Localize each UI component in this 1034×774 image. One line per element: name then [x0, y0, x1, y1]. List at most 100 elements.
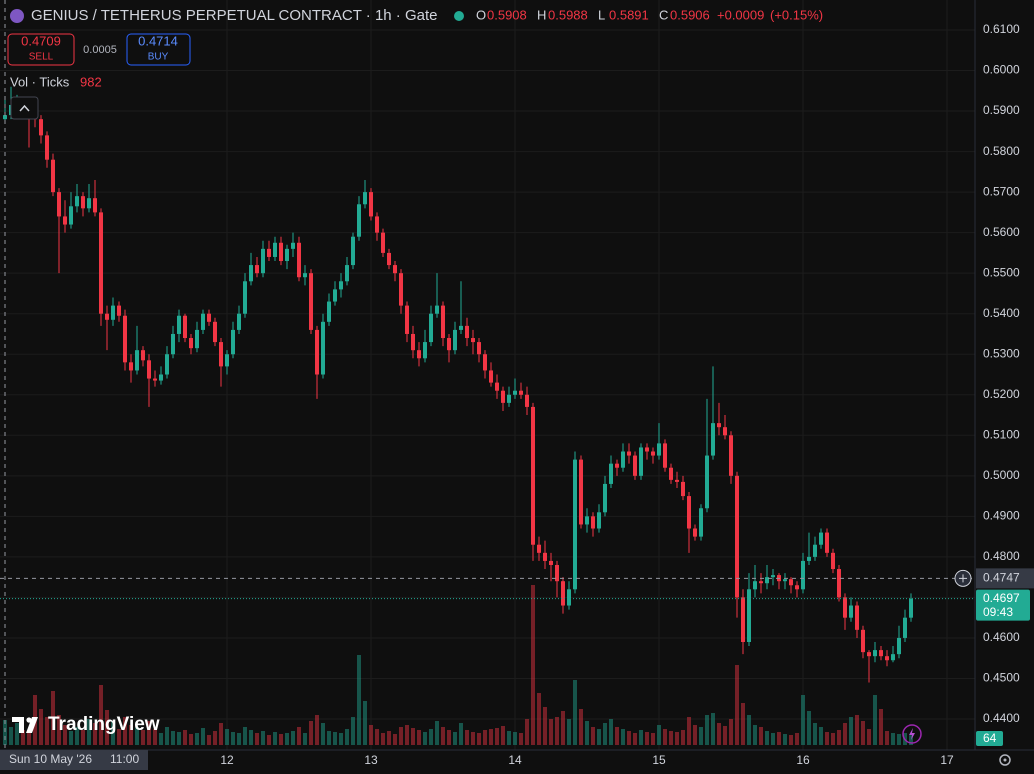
candle-body [45, 135, 49, 160]
volume-bar [465, 730, 469, 745]
volume-bar [345, 729, 349, 745]
volume-bar [525, 719, 529, 745]
candle-body [183, 315, 187, 339]
sell-price[interactable]: 0.4709 [21, 33, 61, 48]
legend-key: O [476, 7, 486, 22]
sell-label[interactable]: SELL [29, 52, 54, 63]
legend-key: H [537, 7, 546, 22]
candle-body [441, 305, 445, 339]
candle-body [867, 652, 871, 657]
candle-body [741, 597, 745, 642]
volume-bar [831, 733, 835, 745]
y-tick-label: 0.4600 [983, 630, 1020, 644]
candle-body [201, 313, 205, 330]
legend-value: 0.5906 [670, 7, 710, 22]
volume-bar [795, 733, 799, 745]
volume-bar [297, 727, 301, 745]
volume-bar [321, 723, 325, 745]
grid [0, 0, 975, 750]
volume-bar [873, 695, 877, 745]
candle-body [165, 354, 169, 375]
candle-body [909, 598, 913, 618]
volume-bar [441, 727, 445, 745]
volume-bar [123, 717, 127, 745]
candle-body [795, 585, 799, 590]
volume-bar [771, 733, 775, 745]
collapse-icon[interactable] [19, 104, 30, 112]
y-tick-label: 0.5900 [983, 103, 1020, 117]
candle-body [681, 481, 685, 497]
candle-body [519, 390, 523, 395]
volume-bar [675, 732, 679, 745]
volume-bar [651, 733, 655, 745]
candle-body [387, 252, 391, 266]
volume-bar [219, 723, 223, 745]
candle-body [597, 512, 601, 529]
candle-body [69, 206, 73, 225]
lightning-icon[interactable] [909, 728, 915, 740]
candle-body [507, 394, 511, 403]
volume-bar [369, 725, 373, 745]
x-tick-label: 13 [364, 753, 378, 767]
candle-body [537, 544, 541, 553]
candle-body [561, 581, 565, 606]
buy-label[interactable]: BUY [148, 52, 169, 63]
y-tick-label: 0.5200 [983, 387, 1020, 401]
candle-body [717, 423, 721, 428]
volume-pane [3, 585, 913, 745]
candle-body [243, 281, 247, 314]
candle-body [123, 315, 127, 363]
volume-bar [735, 665, 739, 745]
volume-bar [75, 727, 79, 745]
volume-bar [195, 733, 199, 745]
candle-body [603, 483, 607, 513]
volume-bar [135, 727, 139, 745]
candle-body [813, 544, 817, 557]
lightning-button[interactable] [902, 724, 922, 744]
crosshair-price-box [976, 568, 1034, 589]
candle-body [297, 242, 301, 278]
candle-body [501, 390, 505, 403]
volume-bar [759, 727, 763, 745]
volume-bar [279, 734, 283, 745]
volume-bar [63, 725, 67, 745]
sell-button[interactable] [7, 33, 75, 66]
volume-bar [687, 717, 691, 745]
candle-body [195, 329, 199, 349]
volume-bar [255, 733, 259, 745]
add-alert-icon [959, 574, 967, 583]
candle-body [117, 305, 121, 316]
candle-body [645, 447, 649, 452]
candle-body [885, 656, 889, 661]
candle-body [879, 650, 883, 657]
collapse-button[interactable] [10, 96, 39, 120]
candle-body [369, 192, 373, 217]
y-tick-label: 0.6000 [983, 63, 1020, 77]
volume-bar [309, 721, 313, 745]
volume-bar [615, 727, 619, 745]
volume-bar [885, 731, 889, 745]
candle-body [669, 467, 673, 480]
volume-bar [777, 732, 781, 745]
candle-body [75, 196, 79, 207]
candle-body [639, 447, 643, 476]
volume-bar [807, 711, 811, 745]
candle-body [819, 532, 823, 545]
candle-body [219, 342, 223, 367]
volume-bar [729, 719, 733, 745]
candle-body [567, 589, 571, 606]
candle-body [579, 459, 583, 525]
candle-body [495, 382, 499, 391]
volume-bar [639, 730, 643, 745]
volume-bar [273, 732, 277, 745]
settings-icon[interactable] [1003, 758, 1007, 762]
candle-body [417, 350, 421, 359]
candle-body [789, 579, 793, 586]
x-tick-label: 14 [508, 753, 522, 767]
y-tick-label: 0.4800 [983, 549, 1020, 563]
settings-button[interactable] [999, 754, 1011, 766]
volume-bar [243, 727, 247, 745]
volume-bar [531, 585, 535, 745]
buy-button[interactable] [126, 33, 191, 66]
buy-price[interactable]: 0.4714 [138, 33, 178, 48]
